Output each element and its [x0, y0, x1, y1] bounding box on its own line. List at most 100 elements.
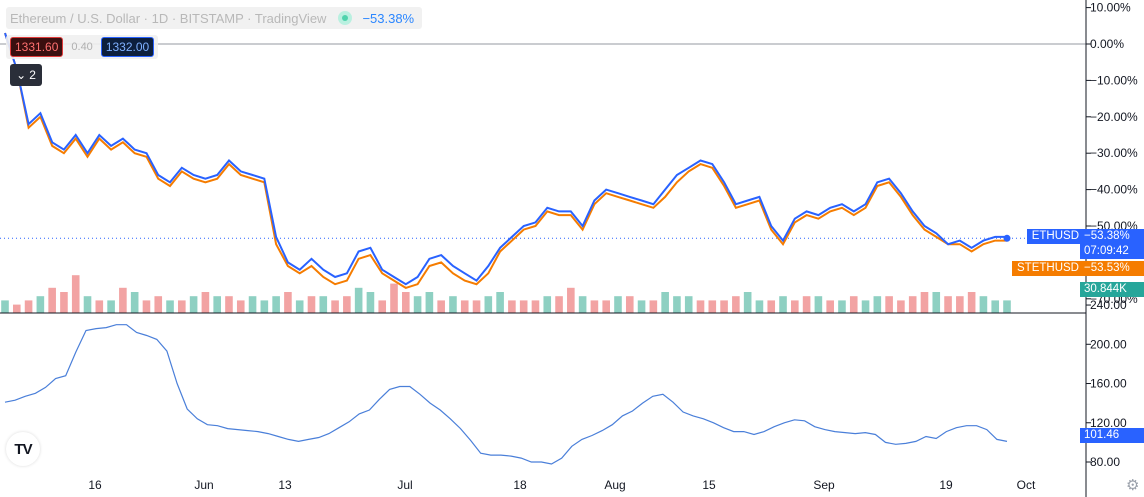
volume-bar — [295, 300, 304, 313]
indicator-pane — [4, 324, 1008, 465]
volume-bar — [661, 292, 669, 313]
volume-bar — [602, 300, 610, 313]
indicators-count: 2 — [29, 68, 36, 82]
indicator-value: 101.46 — [1084, 429, 1120, 441]
volume-bar — [720, 300, 728, 313]
indicator-tick-label: 240.00 — [1090, 298, 1127, 312]
volume-bar — [767, 300, 776, 313]
y-tick-label: −40.00% — [1090, 183, 1138, 197]
volume-bar — [496, 292, 504, 313]
price-lines — [4, 32, 1011, 289]
volume-bar — [944, 296, 952, 313]
volume-bar — [755, 300, 764, 313]
volume-bar — [779, 296, 787, 313]
collapse-indicators-button[interactable]: ⌄ 2 — [10, 64, 42, 86]
gear-icon[interactable]: ⚙ — [1126, 477, 1140, 494]
volume-bar — [60, 292, 68, 313]
volume-bar — [920, 292, 929, 313]
x-tick-label: Jun — [194, 478, 213, 492]
volume-bar — [437, 300, 445, 313]
x-tick-label: 13 — [278, 478, 292, 492]
volume-bar — [331, 300, 339, 313]
volume-bar — [578, 296, 587, 313]
x-tick-label: Oct — [1017, 478, 1036, 492]
y-tick-label: −30.00% — [1090, 146, 1138, 160]
x-tick-label: 15 — [702, 478, 716, 492]
volume-bar — [236, 300, 245, 313]
x-tick-label: 16 — [88, 478, 102, 492]
volume-bar — [225, 296, 233, 313]
volume-bar — [366, 292, 375, 313]
volume-bar — [802, 296, 811, 313]
volume-bar — [1003, 300, 1011, 313]
ethusd-last-point — [1003, 234, 1011, 242]
x-tick-label: Jul — [397, 478, 412, 492]
volume-bar — [708, 300, 717, 313]
volume-bar — [543, 296, 552, 313]
volume-bar — [95, 300, 104, 313]
volume-bar — [272, 296, 280, 313]
y-tick-label: 10.00% — [1090, 1, 1131, 15]
eye-icon[interactable] — [338, 11, 353, 25]
volume-bar — [791, 300, 799, 313]
volume-bar — [885, 296, 893, 313]
tradingview-logo-icon[interactable]: TV — [6, 432, 40, 466]
stethusd-line — [4, 32, 1007, 289]
volume-bar — [826, 300, 834, 313]
volume-bar — [614, 296, 622, 313]
spread-value: 0.40 — [71, 41, 93, 53]
volume-bar — [484, 296, 493, 313]
volume-bar — [154, 296, 163, 313]
volume-bar — [908, 296, 917, 313]
volume-bar — [36, 296, 45, 313]
countdown: 07:09:42 — [1084, 245, 1129, 257]
x-tick-label: Sep — [813, 478, 835, 492]
volume-bar — [649, 300, 658, 313]
y-tick-label: 0.00% — [1090, 37, 1124, 51]
volume-bar — [142, 300, 151, 313]
sell-price-button[interactable]: 1331.60 — [10, 37, 64, 57]
volume-bar — [48, 287, 56, 313]
volume-bar — [343, 296, 351, 313]
volume-bar — [189, 296, 198, 313]
volume-bars — [1, 275, 1011, 313]
buy-price-button[interactable]: 1332.00 — [100, 37, 155, 57]
indicator-tick-label: 200.00 — [1090, 337, 1127, 351]
volume-bar — [472, 300, 481, 313]
ethusd-line — [4, 32, 1007, 286]
volume-bar — [625, 296, 634, 313]
stethusd-name-badge: STETHUSD — [1012, 261, 1084, 276]
volume-bar — [531, 300, 540, 313]
time-axis[interactable]: 16 Jun 13 Jul 18 Aug 15 Sep 19 Oct — [88, 478, 1036, 492]
symbol-legend[interactable]: Ethereum / U.S. Dollar · 1D · BITSTAMP ·… — [6, 7, 423, 29]
volume-bar — [637, 300, 646, 313]
volume-bar — [107, 300, 115, 313]
volume-bar — [130, 292, 139, 313]
volume-bar — [567, 287, 575, 313]
volume-bar — [673, 296, 681, 313]
volume-bar — [861, 300, 870, 313]
chevron-down-icon: ⌄ — [16, 68, 27, 82]
volume-bar — [166, 300, 174, 313]
volume-bar — [460, 300, 469, 313]
volume-bar — [732, 296, 740, 313]
volume-bar — [413, 296, 422, 313]
volume-bar — [956, 296, 964, 313]
volume-bar — [284, 292, 292, 313]
y-tick-label: −20.00% — [1090, 110, 1138, 124]
volume-bar — [248, 296, 257, 313]
volume-bar — [201, 292, 210, 313]
volume-bar — [119, 287, 127, 313]
volume-bar — [178, 300, 186, 313]
volume-bar — [71, 275, 80, 313]
x-tick-label: Aug — [604, 478, 625, 492]
volume-bar — [1, 300, 9, 313]
ethusd-name: ETHUSD — [1031, 230, 1079, 242]
volume-bar — [83, 296, 92, 313]
volume-bar — [838, 300, 846, 313]
indicator-tick-label: 80.00 — [1090, 455, 1120, 469]
volume-bar — [390, 283, 398, 313]
volume-bar — [991, 300, 1000, 313]
volume-bar — [307, 296, 316, 313]
